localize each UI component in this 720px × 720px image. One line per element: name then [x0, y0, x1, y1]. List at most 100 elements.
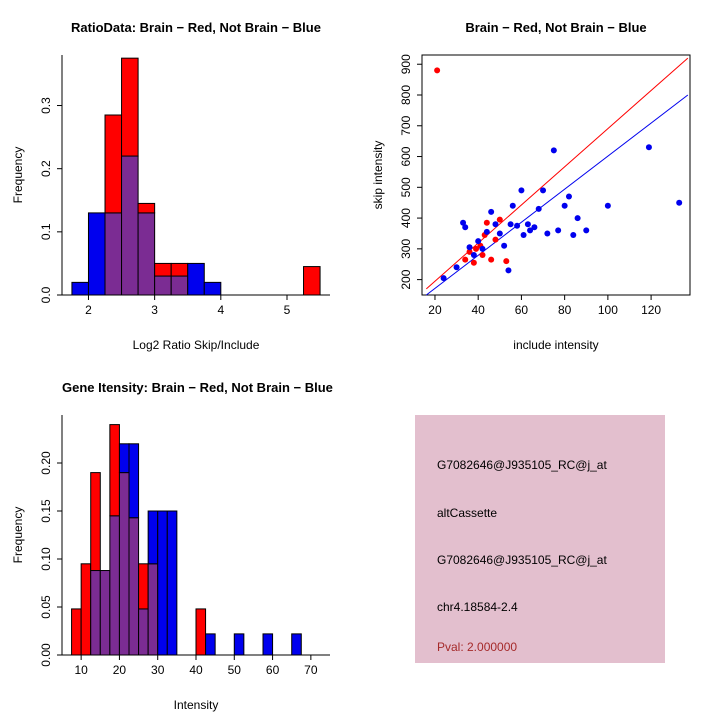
- gene-histogram-plot: 10 20 30 40 50 60 70 0.00 0.05 0.10 0.15 0.20: [39, 415, 330, 677]
- pval-line: Pval: 2.000000: [437, 640, 518, 654]
- hist-bar-overlap: [170, 275, 189, 296]
- scatter-point: [479, 252, 486, 258]
- hist-bar-overlap: [90, 570, 101, 656]
- hist-bar: [121, 57, 139, 157]
- x-tick-label: 40: [189, 663, 203, 677]
- x-tick-label: 80: [558, 303, 572, 317]
- hist-bar: [118, 443, 130, 474]
- y-tick-label: 0.0: [39, 286, 53, 303]
- hist-bar-overlap: [121, 155, 139, 296]
- hist-bar-overlap: [118, 472, 130, 656]
- scatter-point: [492, 236, 499, 243]
- panel-intensity-scatter: Brain − Red, Not Brain − Blue skip inten…: [360, 0, 720, 360]
- panel-gene-histogram: Gene Itensity: Brain − Red, Not Brain − …: [0, 360, 360, 720]
- scatter-point: [524, 221, 531, 228]
- scatter-point: [540, 187, 547, 194]
- scatter-point: [440, 275, 447, 282]
- y-tick-label: 0.2: [39, 160, 53, 177]
- x-tick-label: 20: [113, 663, 127, 677]
- scatter-point: [550, 147, 557, 154]
- scatter-point: [520, 232, 527, 238]
- brain-fit-line: [425, 57, 689, 290]
- panel-gene-info: G7082646@J935105_RC@j_at altCassette G70…: [360, 360, 720, 720]
- x-tick-label: 70: [304, 663, 318, 677]
- hist-bar-overlap: [138, 608, 149, 656]
- scatter-xlabel: include intensity: [513, 338, 599, 352]
- scatter-point: [470, 259, 477, 266]
- scatter-point: [453, 264, 460, 271]
- y-tick-label: 0.00: [39, 643, 53, 667]
- gene-histogram-xlabel: Intensity: [173, 698, 219, 712]
- scatter-point: [460, 219, 467, 226]
- probe-id-line: G7082646@J935105_RC@j_at: [437, 458, 607, 472]
- hist-bar: [303, 266, 321, 296]
- hist-bar: [170, 262, 189, 277]
- x-tick-label: 60: [515, 303, 529, 317]
- scatter-point: [561, 202, 568, 209]
- scatter-point: [645, 144, 652, 151]
- hist-bar: [187, 262, 205, 296]
- scatter-point: [475, 238, 482, 245]
- y-tick-label: 0.3: [39, 97, 53, 114]
- scatter-point: [527, 227, 534, 234]
- scatter-point: [503, 258, 510, 265]
- scatter-point: [496, 230, 503, 237]
- hist-bar: [87, 212, 106, 296]
- hist-bar: [71, 608, 82, 656]
- hist-bar: [262, 633, 274, 656]
- panel-ratio-histogram: RatioData: Brain − Red, Not Brain − Blue…: [0, 0, 360, 360]
- hist-bar: [147, 510, 159, 565]
- x-tick-label: 3: [151, 303, 158, 317]
- x-tick-label: 50: [228, 663, 242, 677]
- y-tick-label: 700: [399, 115, 413, 135]
- hist-bar-overlap: [109, 515, 120, 656]
- y-tick-label: 0.1: [39, 223, 53, 240]
- gene-info-box: G7082646@J935105_RC@j_at altCassette G70…: [415, 415, 665, 663]
- scatter-point: [604, 202, 611, 209]
- hist-bar: [138, 563, 149, 610]
- scatter-point: [535, 205, 542, 212]
- hist-bar: [166, 510, 178, 656]
- plot-box: [421, 54, 691, 296]
- hist-bar: [203, 281, 222, 296]
- gene-histogram-title: Gene Itensity: Brain − Red, Not Brain − …: [62, 380, 333, 395]
- y-tick-label: 300: [399, 239, 413, 259]
- scatter-point: [492, 221, 499, 228]
- hist-bar-overlap: [154, 275, 172, 296]
- hist-bar: [233, 633, 245, 656]
- hist-bar-overlap: [137, 212, 156, 296]
- x-tick-label: 2: [85, 303, 92, 317]
- location-line: chr4.18584-2.4: [437, 600, 518, 614]
- scatter-point: [501, 242, 508, 249]
- hist-bar: [291, 633, 302, 656]
- scatter-point: [488, 256, 495, 263]
- hist-bar: [137, 202, 156, 214]
- scatter-point: [544, 230, 551, 237]
- hist-bar: [90, 472, 101, 572]
- scatter-point: [434, 67, 441, 74]
- scatter-point: [462, 224, 469, 231]
- y-tick-label: 0.05: [39, 595, 53, 619]
- hist-bar: [80, 563, 92, 656]
- hist-bar: [205, 633, 216, 656]
- hist-bar-overlap: [104, 212, 123, 296]
- y-tick-label: 600: [399, 146, 413, 166]
- scatter-point: [676, 199, 683, 206]
- y-tick-label: 0.20: [39, 451, 53, 475]
- scatter-point: [565, 193, 572, 200]
- hist-bar-overlap: [99, 570, 111, 656]
- x-tick-label: 10: [74, 663, 88, 677]
- y-tick-label: 900: [399, 54, 413, 74]
- scatter-point: [466, 244, 473, 251]
- x-tick-label: 120: [641, 303, 661, 317]
- hist-bar: [71, 281, 89, 296]
- y-tick-label: 500: [399, 177, 413, 197]
- scatter-point: [473, 245, 480, 252]
- y-tick-label: 800: [399, 85, 413, 105]
- scatter-point: [514, 222, 521, 229]
- notbrain-fit-line: [426, 94, 689, 296]
- ratio-histogram-title: RatioData: Brain − Red, Not Brain − Blue: [71, 20, 321, 35]
- x-tick-label: 4: [217, 303, 224, 317]
- scatter-point: [479, 245, 486, 252]
